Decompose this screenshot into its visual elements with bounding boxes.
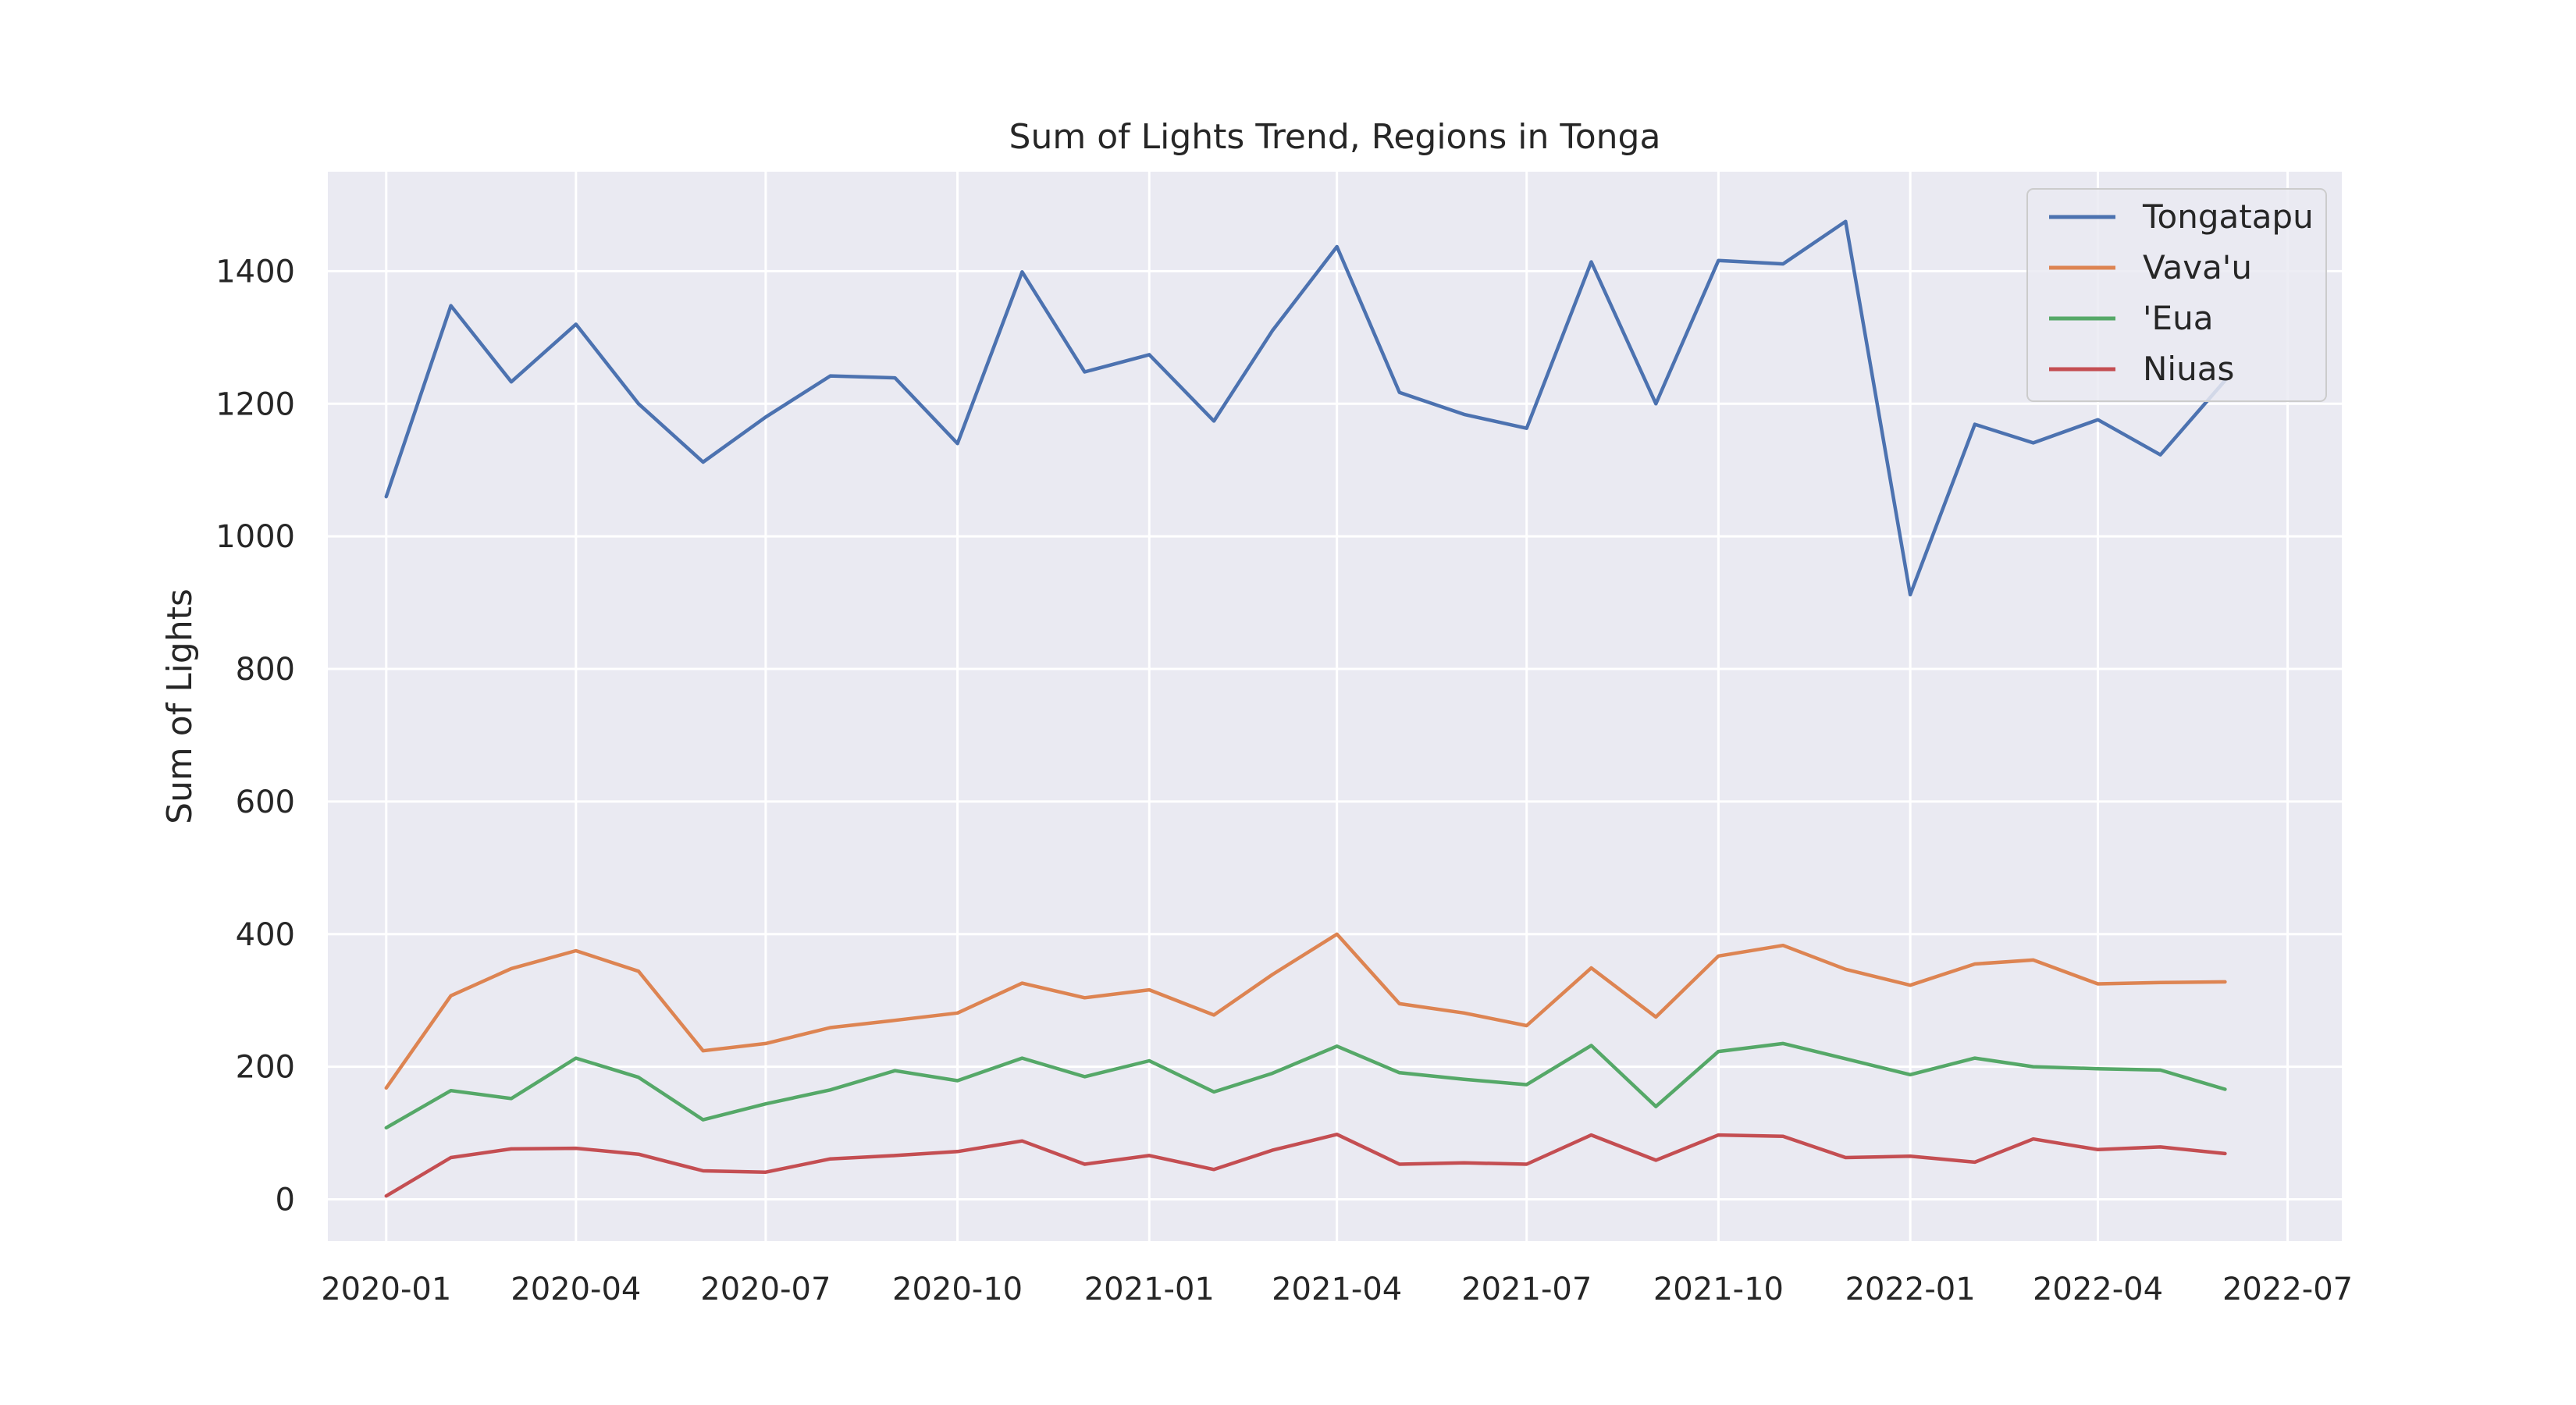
legend-label: Tongatapu [2142, 197, 2314, 236]
y-axis-label: Sum of Lights [160, 589, 200, 824]
y-tick-label: 0 [276, 1182, 295, 1218]
legend-label: 'Eua [2143, 299, 2213, 337]
y-tick-label: 800 [236, 652, 295, 688]
chart-title: Sum of Lights Trend, Regions in Tonga [1009, 117, 1661, 157]
x-tick-label: 2020-10 [892, 1272, 1023, 1307]
y-tick-label: 1400 [215, 254, 295, 290]
x-tick-label: 2022-07 [2222, 1272, 2353, 1307]
series-line-0 [384, 219, 2227, 597]
x-tick-label: 2022-01 [1845, 1272, 1976, 1307]
x-tick-label: 2021-07 [1461, 1272, 1592, 1307]
y-tick-label: 400 [236, 917, 295, 953]
x-tick-label: 2020-01 [321, 1272, 451, 1307]
x-tick-label: 2020-07 [700, 1272, 831, 1307]
series-line-3 [384, 1133, 2227, 1198]
legend-label: Vava'u [2143, 248, 2252, 286]
series-lines [384, 219, 2227, 1198]
x-axis-ticks: 2020-01 2020-04 2020-07 2020-10 2021-01 2021-… [321, 1272, 2353, 1307]
x-tick-label: 2020-04 [511, 1272, 641, 1307]
x-tick-label: 2022-04 [2033, 1272, 2163, 1307]
x-tick-label: 2021-01 [1084, 1272, 1215, 1307]
x-tick-label: 2021-04 [1272, 1272, 1402, 1307]
x-tick-label: 2021-10 [1653, 1272, 1784, 1307]
y-tick-label: 600 [236, 784, 295, 820]
y-tick-label: 200 [236, 1050, 295, 1086]
legend: Tongatapu Vava'u 'Eua Niuas [2026, 188, 2327, 402]
y-tick-label: 1200 [215, 386, 295, 422]
legend-box [2026, 188, 2327, 402]
y-tick-label: 1000 [215, 519, 295, 555]
series-line-2 [384, 1041, 2227, 1130]
legend-label: Niuas [2143, 350, 2234, 388]
series-line-1 [384, 932, 2227, 1090]
y-axis-ticks: 0 200 400 600 800 1000 1200 1400 [215, 254, 295, 1218]
